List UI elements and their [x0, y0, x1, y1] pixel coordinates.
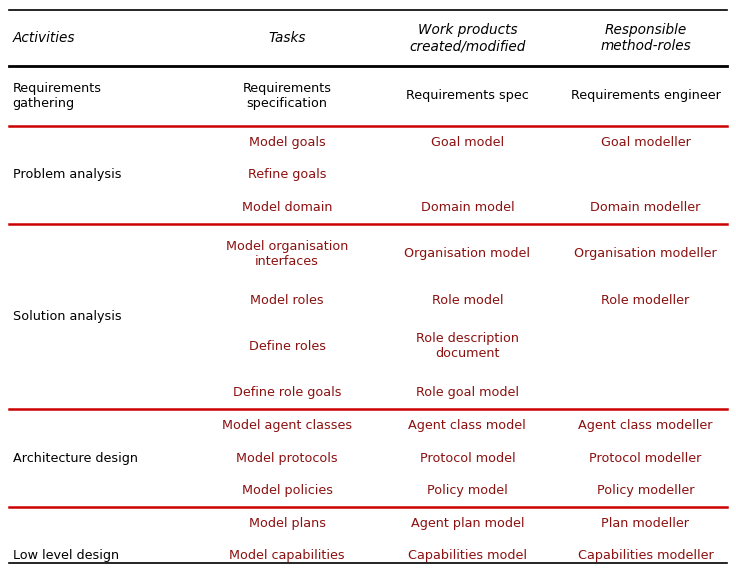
Text: Role goal model: Role goal model — [416, 386, 519, 399]
Text: Organisation model: Organisation model — [404, 247, 531, 260]
Text: Goal modeller: Goal modeller — [601, 136, 690, 148]
Text: Domain model: Domain model — [420, 201, 514, 214]
Text: Protocol modeller: Protocol modeller — [590, 452, 701, 465]
Text: Role modeller: Role modeller — [601, 293, 690, 307]
Text: Policy modeller: Policy modeller — [597, 484, 694, 497]
Text: Problem analysis: Problem analysis — [13, 168, 121, 181]
Text: Model goals: Model goals — [249, 136, 325, 148]
Text: Model roles: Model roles — [250, 293, 324, 307]
Text: Activities: Activities — [13, 31, 75, 45]
Text: Capabilities model: Capabilities model — [408, 550, 527, 562]
Text: Role model: Role model — [431, 293, 503, 307]
Text: Responsible
method-roles: Responsible method-roles — [600, 23, 691, 53]
Text: Requirements
specification: Requirements specification — [243, 82, 331, 109]
Text: Agent plan model: Agent plan model — [411, 517, 524, 529]
Text: Model agent classes: Model agent classes — [222, 419, 352, 432]
Text: Define role goals: Define role goals — [233, 386, 342, 399]
Text: Model capabilities: Model capabilities — [229, 550, 345, 562]
Text: Refine goals: Refine goals — [248, 168, 326, 181]
Text: Define roles: Define roles — [249, 340, 325, 353]
Text: Policy model: Policy model — [427, 484, 508, 497]
Text: Tasks: Tasks — [269, 31, 305, 45]
Text: Capabilities modeller: Capabilities modeller — [578, 550, 713, 562]
Text: Low level design: Low level design — [13, 550, 118, 562]
Text: Model plans: Model plans — [249, 517, 325, 529]
Text: Work products
created/modified: Work products created/modified — [409, 23, 526, 53]
Text: Requirements engineer: Requirements engineer — [570, 89, 721, 102]
Text: Agent class model: Agent class model — [408, 419, 526, 432]
Text: Plan modeller: Plan modeller — [601, 517, 690, 529]
Text: Agent class modeller: Agent class modeller — [578, 419, 712, 432]
Text: Goal model: Goal model — [431, 136, 504, 148]
Text: Domain modeller: Domain modeller — [590, 201, 701, 214]
Text: Role description
document: Role description document — [416, 332, 519, 360]
Text: Requirements spec: Requirements spec — [406, 89, 528, 102]
Text: Solution analysis: Solution analysis — [13, 310, 121, 323]
Text: Architecture design: Architecture design — [13, 452, 138, 465]
Text: Model organisation
interfaces: Model organisation interfaces — [226, 240, 348, 268]
Text: Organisation modeller: Organisation modeller — [574, 247, 717, 260]
Text: Protocol model: Protocol model — [420, 452, 515, 465]
Text: Requirements
gathering: Requirements gathering — [13, 82, 102, 109]
Text: Model protocols: Model protocols — [236, 452, 338, 465]
Text: Model policies: Model policies — [241, 484, 333, 497]
Text: Model domain: Model domain — [242, 201, 332, 214]
